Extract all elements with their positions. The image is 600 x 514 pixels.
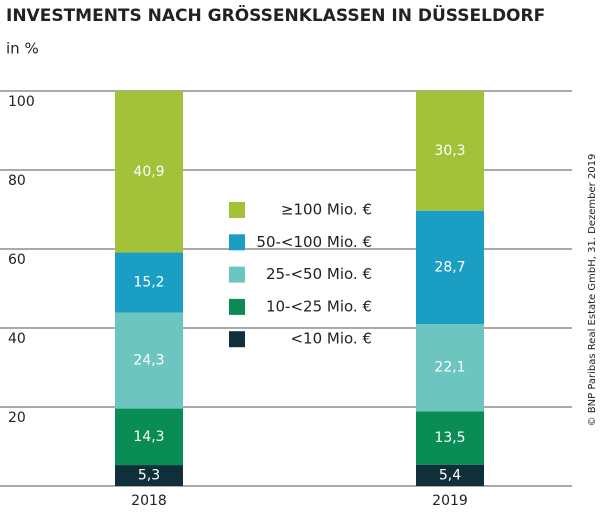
legend-swatch <box>229 298 245 315</box>
legend-swatch <box>229 331 245 348</box>
legend-swatch <box>229 266 245 283</box>
legend-swatch <box>229 202 245 218</box>
legend-label: ≥100 Mio. € <box>281 201 372 219</box>
y-tick-label: 60 <box>8 252 26 268</box>
bar-segment <box>115 465 183 486</box>
y-tick-label: 40 <box>8 331 26 347</box>
data-label: 5,3 <box>138 468 160 484</box>
data-label: 24,3 <box>133 353 164 369</box>
bar-segment <box>115 408 183 466</box>
source: © BNP Paribas Real Estate GmbH, 31. Deze… <box>587 154 598 427</box>
data-label: 22,1 <box>434 360 465 376</box>
data-label: 30,3 <box>434 143 465 159</box>
bar-segment <box>115 91 183 253</box>
bar-segment <box>115 312 183 409</box>
bar-segment <box>416 91 484 211</box>
bar-segment <box>416 210 484 325</box>
data-label: 5,4 <box>439 467 461 483</box>
y-axis-label: in % <box>6 40 39 58</box>
data-label: 40,9 <box>133 164 164 180</box>
data-label: 28,7 <box>434 259 465 275</box>
bar-segment <box>115 252 183 313</box>
legend-label: <10 Mio. € <box>290 330 372 348</box>
legend-swatch <box>229 234 245 251</box>
x-tick-label: 2018 <box>131 493 167 509</box>
y-tick-label: 100 <box>8 94 35 110</box>
bar-segment <box>416 411 484 465</box>
x-tick-label: 2019 <box>432 493 468 509</box>
data-label: 13,5 <box>434 430 465 446</box>
legend-label: 25-<50 Mio. € <box>266 265 372 283</box>
legend-label: 50-<100 Mio. € <box>256 233 372 251</box>
y-tick-label: 80 <box>8 173 26 189</box>
legend-label: 10-<25 Mio. € <box>266 297 372 315</box>
chart-title: INVESTMENTS NACH GRÖSSENKLASSEN IN DÜSSE… <box>6 4 545 26</box>
bar-segment <box>416 464 484 486</box>
bar-segment <box>416 324 484 412</box>
data-label: 15,2 <box>133 275 164 291</box>
y-tick-label: 20 <box>8 410 26 426</box>
data-label: 14,3 <box>133 429 164 445</box>
